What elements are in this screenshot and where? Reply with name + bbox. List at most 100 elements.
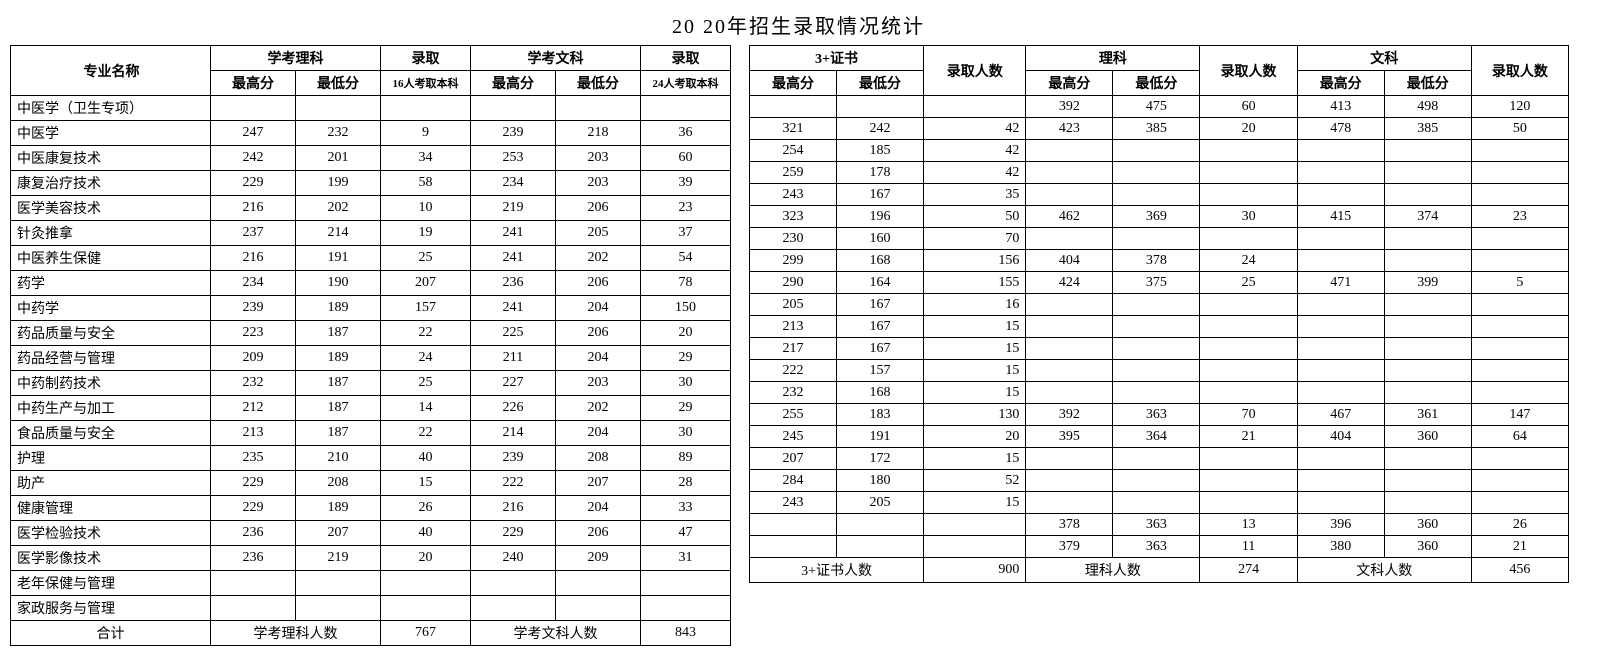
value-cell: 208 [556, 446, 641, 471]
th-admit1: 录取 [381, 46, 471, 71]
value-cell: 392 [1026, 96, 1113, 118]
value-cell [924, 96, 1026, 118]
th-low1: 最低分 [296, 71, 381, 96]
value-cell: 212 [211, 396, 296, 421]
value-cell: 208 [296, 471, 381, 496]
value-cell: 187 [296, 371, 381, 396]
th-sub1: 16人考取本科 [381, 71, 471, 96]
value-cell: 206 [556, 271, 641, 296]
value-cell [211, 571, 296, 596]
table-row: 康复治疗技术2291995823420339 [11, 171, 731, 196]
table-row: 28418052 [750, 470, 1569, 492]
value-cell: 210 [296, 446, 381, 471]
table-row: 护理2352104023920889 [11, 446, 731, 471]
value-cell [556, 571, 641, 596]
value-cell: 78 [641, 271, 731, 296]
value-cell [1471, 470, 1568, 492]
value-cell: 15 [381, 471, 471, 496]
value-cell: 147 [1471, 404, 1568, 426]
value-cell [1026, 184, 1113, 206]
table-row: 23216815 [750, 382, 1569, 404]
table-row: 中医康复技术2422013425320360 [11, 146, 731, 171]
value-cell [1297, 470, 1384, 492]
th-r-high1: 最高分 [750, 71, 837, 96]
table-row: 医学美容技术2162021021920623 [11, 196, 731, 221]
major-cell: 中药生产与加工 [11, 396, 211, 421]
value-cell: 299 [750, 250, 837, 272]
value-cell: 240 [471, 546, 556, 571]
major-cell: 中医养生保健 [11, 246, 211, 271]
value-cell [1113, 294, 1200, 316]
value-cell: 26 [381, 496, 471, 521]
th-low2: 最低分 [556, 71, 641, 96]
value-cell: 60 [1200, 96, 1297, 118]
value-cell: 187 [296, 396, 381, 421]
value-cell: 201 [296, 146, 381, 171]
right-footer-g1: 3+证书人数 [750, 558, 924, 583]
value-cell: 255 [750, 404, 837, 426]
value-cell: 191 [296, 246, 381, 271]
value-cell: 20 [924, 426, 1026, 448]
major-cell: 护理 [11, 446, 211, 471]
value-cell [1200, 492, 1297, 514]
value-cell: 321 [750, 118, 837, 140]
th-r-low2: 最低分 [1113, 71, 1200, 96]
value-cell [1200, 228, 1297, 250]
left-footer-v2: 843 [641, 621, 731, 646]
value-cell: 189 [296, 296, 381, 321]
value-cell [556, 596, 641, 621]
th-r-low3: 最低分 [1384, 71, 1471, 96]
th-admit2: 录取 [641, 46, 731, 71]
value-cell: 22 [381, 321, 471, 346]
value-cell: 424 [1026, 272, 1113, 294]
value-cell: 239 [211, 296, 296, 321]
value-cell [1471, 140, 1568, 162]
left-table: 专业名称 学考理科 录取 学考文科 录取 最高分 最低分 16人考取本科 最高分… [10, 45, 731, 646]
table-row: 245191203953642140436064 [750, 426, 1569, 448]
value-cell [641, 96, 731, 121]
value-cell: 39 [641, 171, 731, 196]
value-cell: 204 [556, 421, 641, 446]
value-cell: 209 [556, 546, 641, 571]
value-cell: 360 [1384, 514, 1471, 536]
value-cell: 60 [641, 146, 731, 171]
value-cell: 375 [1113, 272, 1200, 294]
value-cell: 203 [556, 146, 641, 171]
right-footer-v2: 274 [1200, 558, 1297, 583]
value-cell: 360 [1384, 426, 1471, 448]
value-cell: 222 [750, 360, 837, 382]
value-cell [1113, 228, 1200, 250]
value-cell [1384, 448, 1471, 470]
value-cell: 15 [924, 338, 1026, 360]
value-cell: 168 [837, 382, 924, 404]
right-footer-g3: 文科人数 [1297, 558, 1471, 583]
value-cell [1200, 162, 1297, 184]
table-row: 23016070 [750, 228, 1569, 250]
value-cell [1471, 492, 1568, 514]
value-cell [1297, 250, 1384, 272]
value-cell: 42 [924, 140, 1026, 162]
value-cell: 214 [471, 421, 556, 446]
value-cell [1471, 294, 1568, 316]
value-cell: 52 [924, 470, 1026, 492]
value-cell: 190 [296, 271, 381, 296]
value-cell: 237 [211, 221, 296, 246]
value-cell [211, 596, 296, 621]
table-row: 中医学247232923921836 [11, 121, 731, 146]
value-cell [1200, 360, 1297, 382]
value-cell [1471, 228, 1568, 250]
table-row: 25418542 [750, 140, 1569, 162]
value-cell: 423 [1026, 118, 1113, 140]
value-cell [471, 571, 556, 596]
value-cell: 241 [471, 246, 556, 271]
value-cell: 191 [837, 426, 924, 448]
value-cell: 89 [641, 446, 731, 471]
value-cell: 395 [1026, 426, 1113, 448]
table-row: 323196504623693041537423 [750, 206, 1569, 228]
value-cell: 13 [1200, 514, 1297, 536]
value-cell [381, 571, 471, 596]
value-cell [556, 96, 641, 121]
value-cell: 29 [641, 346, 731, 371]
value-cell: 24 [381, 346, 471, 371]
value-cell [1026, 448, 1113, 470]
